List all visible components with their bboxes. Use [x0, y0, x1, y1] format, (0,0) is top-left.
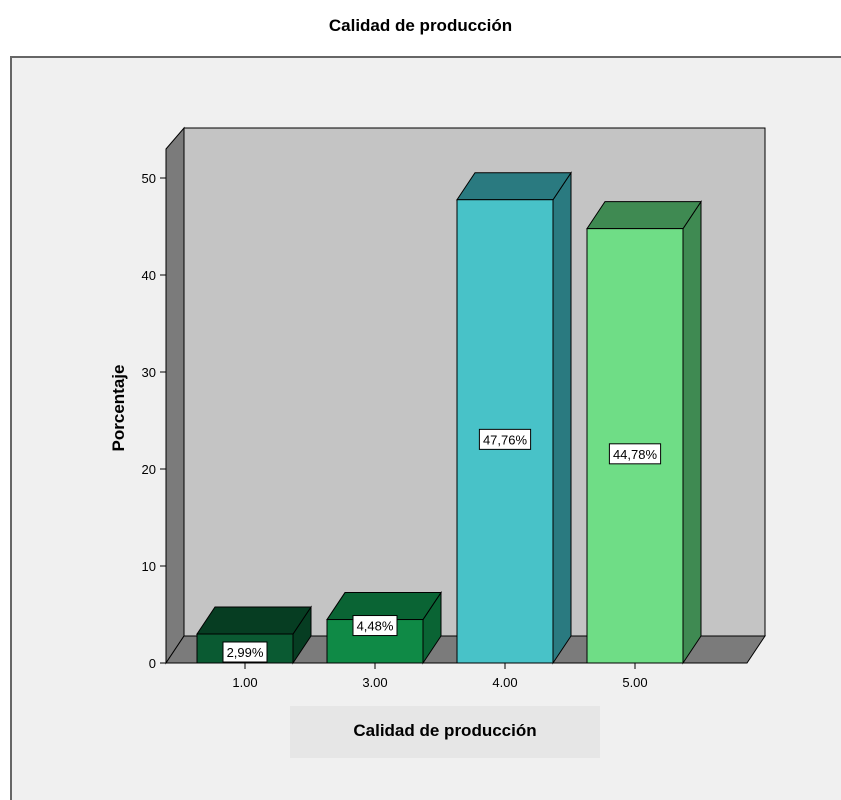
- bar-top-face: [586, 201, 702, 230]
- x-tick-label: 1.00: [232, 675, 257, 690]
- bar-4.00: 47,76%: [456, 171, 572, 665]
- data-label-text: 44,78%: [613, 447, 658, 462]
- bar-side-face: [552, 171, 572, 665]
- bar-top-face: [196, 606, 312, 635]
- x-axis-title-background: [290, 706, 600, 758]
- y-tick-label: 0: [149, 656, 156, 671]
- data-label-box: [352, 615, 398, 637]
- x-axis-ticks: 1.00 3.00 4.00 5.00: [232, 663, 648, 690]
- data-label-text: 4,48%: [357, 619, 394, 634]
- data-label-box: [608, 443, 662, 465]
- x-tick-label: 5.00: [622, 675, 647, 690]
- y-tick-label: 20: [142, 462, 156, 477]
- data-label-text: 2,99%: [227, 645, 264, 660]
- bars: 2,99% 4,48% 47,76% 44,78%: [196, 171, 702, 665]
- chart-title: Calidad de producción: [328, 16, 513, 35]
- data-label: 2,99%: [222, 641, 268, 663]
- bar-3.00: 4,48%: [326, 590, 442, 665]
- data-label-text: 47,76%: [483, 432, 528, 447]
- y-axis-title: Porcentaje: [109, 365, 128, 452]
- plot-left-wall: [165, 126, 185, 665]
- data-label: 47,76%: [478, 428, 532, 450]
- data-label: 4,48%: [352, 615, 398, 637]
- y-axis-ticks: 0 10 20 30 40 50: [142, 171, 166, 671]
- bar-side-face: [682, 199, 702, 665]
- data-label: 44,78%: [608, 443, 662, 465]
- bar-5.00: 44,78%: [586, 199, 702, 665]
- y-tick-label: 10: [142, 559, 156, 574]
- data-label-box: [478, 428, 532, 450]
- bar-1.00: 2,99%: [196, 605, 312, 665]
- y-tick-label: 40: [142, 268, 156, 283]
- x-axis-title: Calidad de producción: [353, 721, 536, 740]
- y-tick-label: 30: [142, 365, 156, 380]
- y-tick-label: 50: [142, 171, 156, 186]
- x-tick-label: 4.00: [492, 675, 517, 690]
- data-label-box: [222, 641, 268, 663]
- bar-top-face: [456, 172, 572, 201]
- x-tick-label: 3.00: [362, 675, 387, 690]
